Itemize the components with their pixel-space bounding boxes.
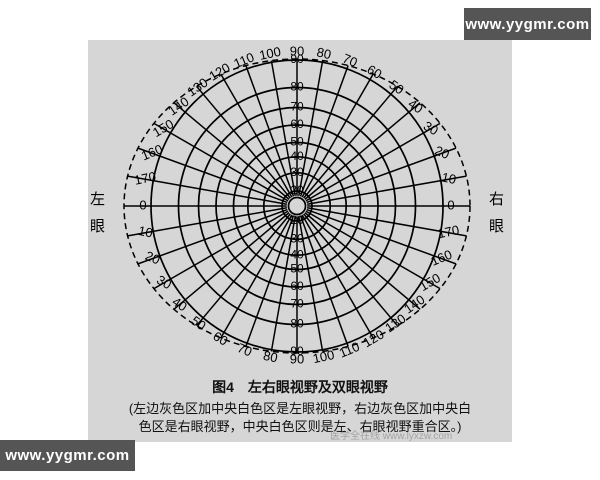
svg-text:60: 60 <box>290 117 304 131</box>
svg-text:80: 80 <box>315 44 332 62</box>
svg-text:40: 40 <box>169 294 189 315</box>
svg-text:110: 110 <box>231 49 256 71</box>
svg-text:130: 130 <box>382 311 408 336</box>
svg-text:120: 120 <box>360 327 386 351</box>
svg-text:30: 30 <box>154 272 174 292</box>
svg-text:130: 130 <box>184 75 210 100</box>
svg-text:100: 100 <box>311 347 335 366</box>
svg-text:70: 70 <box>290 297 304 311</box>
svg-text:90: 90 <box>290 344 304 358</box>
svg-text:30: 30 <box>290 231 304 245</box>
svg-text:110: 110 <box>337 339 362 361</box>
svg-text:40: 40 <box>290 247 304 261</box>
svg-text:70: 70 <box>235 340 254 359</box>
svg-text:140: 140 <box>401 292 427 317</box>
svg-text:120: 120 <box>206 60 232 84</box>
svg-text:20: 20 <box>290 183 304 197</box>
svg-text:160: 160 <box>428 247 454 269</box>
svg-text:80: 80 <box>290 80 304 94</box>
svg-text:0: 0 <box>447 197 454 212</box>
svg-text:60: 60 <box>290 279 304 293</box>
svg-text:80: 80 <box>290 317 304 331</box>
svg-text:30: 30 <box>290 165 304 179</box>
svg-text:80: 80 <box>262 348 279 366</box>
svg-text:10: 10 <box>440 169 457 187</box>
svg-text:100: 100 <box>258 44 282 63</box>
svg-text:90: 90 <box>290 52 304 66</box>
svg-text:50: 50 <box>386 77 406 98</box>
svg-text:70: 70 <box>290 100 304 114</box>
svg-text:170: 170 <box>436 222 460 241</box>
svg-text:170: 170 <box>133 169 157 188</box>
svg-text:60: 60 <box>211 328 231 348</box>
svg-text:50: 50 <box>290 135 304 149</box>
svg-text:150: 150 <box>150 116 176 140</box>
svg-text:160: 160 <box>139 141 165 163</box>
svg-text:40: 40 <box>290 149 304 163</box>
svg-text:0: 0 <box>139 197 146 212</box>
svg-text:50: 50 <box>290 262 304 276</box>
svg-text:20: 20 <box>290 213 304 227</box>
svg-text:20: 20 <box>143 248 162 267</box>
svg-text:10: 10 <box>137 223 154 241</box>
